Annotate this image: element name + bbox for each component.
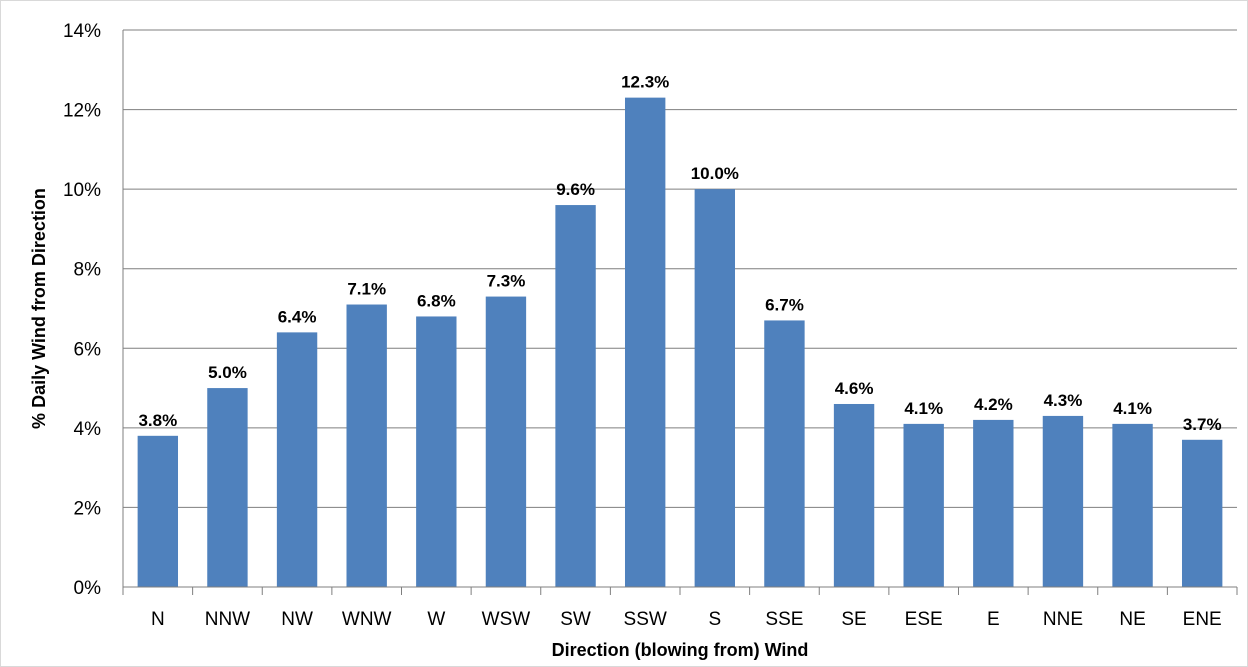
data-label: 4.1% [904,399,943,418]
data-label: 7.3% [487,272,526,291]
x-tick-label: NNW [205,609,250,630]
bar-nne [1042,415,1084,587]
data-label: 5.0% [208,363,247,382]
bar-ssw [624,97,666,587]
x-tick-label: NNE [1043,609,1083,630]
y-tick-label: 10% [63,180,101,201]
bar-nw [276,332,318,587]
x-tick-label: S [708,609,721,630]
bar-e [973,419,1014,587]
bar-sse [764,320,805,587]
bar-sw [555,205,596,588]
bar-se [833,403,875,587]
data-label: 7.1% [347,280,386,299]
bar-ne [1112,423,1153,587]
bar-wsw [485,296,527,587]
x-tick-label: NE [1119,609,1145,630]
data-label: 6.4% [278,307,317,326]
x-axis-title: Direction (blowing from) Wind [552,640,809,660]
x-tick-label: SSE [765,609,803,630]
data-label: 3.8% [138,411,177,430]
bar-ene [1181,439,1223,587]
data-labels: 3.8% 5.0% 6.4% 7.1% 6.8% 7.3% 9.6% 12.3% 10.0% 6.… [138,73,1221,434]
x-tick-label: SE [841,609,866,630]
x-tick-label: WNW [342,609,392,630]
data-label: 4.2% [974,395,1013,414]
x-tick-label: E [987,609,1000,630]
data-label: 4.6% [835,379,874,398]
x-tick-label: NW [281,609,313,630]
bar-s [694,189,736,587]
x-tick-label: N [151,609,165,630]
data-label: 9.6% [556,180,595,199]
y-tick-label: 12% [63,101,101,122]
bars [137,97,1223,588]
y-tick-label: 4% [74,419,102,440]
data-label: 3.7% [1183,415,1222,434]
y-tick-label: 8% [74,260,102,281]
data-label: 6.7% [765,295,804,314]
bar-ese [903,423,944,587]
y-tick-label: 6% [74,339,102,360]
x-tick-label: W [427,609,445,630]
y-tick-label: 2% [74,498,102,519]
bar-w [416,316,457,587]
x-tick-label: SW [560,609,591,630]
y-tick-label: 0% [74,578,102,599]
x-tick-label: SSW [624,609,667,630]
x-tick-label: ESE [905,609,943,630]
y-tick-label: 14% [63,21,101,42]
bar-n [137,435,179,587]
data-label: 10.0% [691,164,739,183]
data-label: 6.8% [417,291,456,310]
x-tick-label: ENE [1183,609,1222,630]
bar-nnw [207,388,248,587]
x-tick-label: WSW [482,609,531,630]
data-label: 4.1% [1113,399,1152,418]
y-axis-title: % Daily Wind from Direction [29,188,49,429]
data-label: 12.3% [621,73,669,92]
data-label: 4.3% [1044,391,1083,410]
bar-wnw [346,304,387,587]
axes: 0% 2% 4% 6% 8% 10% 12% 14% N NNW NW WNW W WSW SW SSW S SS… [63,21,1238,630]
